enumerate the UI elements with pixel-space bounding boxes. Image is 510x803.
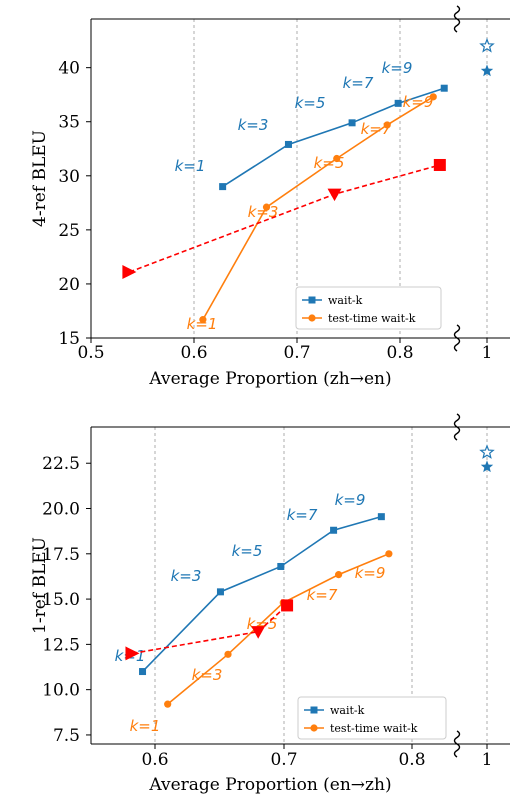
point-label-test-time-wait-k: k=1 [187, 315, 218, 333]
data-point-wait-k [219, 183, 227, 191]
x-axis-title: Average Proportion (zh→en) [148, 369, 391, 389]
y-tick-label: 40 [58, 59, 80, 79]
legend-label-test-time-wait-k: test-time wait-k [330, 722, 418, 735]
data-point-wait-k [348, 119, 356, 127]
axis-break-top [453, 413, 461, 441]
axis-break-bottom [453, 324, 461, 352]
y-tick-label: 10.0 [42, 681, 80, 701]
data-point-red-baseline [281, 599, 294, 612]
legend-marker-wait-k [308, 296, 316, 304]
data-point-wait-k [377, 513, 385, 521]
y-tick-label: 20.0 [42, 500, 80, 520]
star-open-full-sentence [479, 37, 495, 53]
star-filled-full-sentence [480, 460, 494, 473]
axis-break-top [453, 5, 461, 33]
y-tick-label: 17.5 [42, 545, 80, 565]
point-label-test-time-wait-k: k=9 [403, 93, 434, 111]
data-point-test-time-wait-k [262, 203, 271, 211]
point-label-test-time-wait-k: k=3 [192, 666, 223, 684]
point-label-wait-k: k=1 [175, 157, 206, 175]
y-tick-label: 30 [58, 167, 80, 187]
data-point-test-time-wait-k [199, 316, 207, 324]
legend-marker-test-time-wait-k [310, 724, 318, 732]
point-label-test-time-wait-k: k=7 [361, 120, 392, 138]
x-tick-label: 0.7 [283, 343, 310, 363]
data-point-test-time-wait-k [429, 93, 437, 101]
point-label-wait-k: k=5 [232, 542, 263, 560]
point-label-wait-k: k=3 [238, 116, 269, 134]
data-point-test-time-wait-k [335, 571, 343, 579]
point-label-wait-k: k=9 [335, 491, 366, 509]
legend-label-test-time-wait-k: test-time wait-k [328, 312, 416, 325]
data-point-wait-k [330, 526, 338, 534]
y-tick-label: 25 [58, 221, 80, 241]
data-point-red-baseline [433, 158, 446, 171]
y-tick-label: 12.5 [42, 635, 80, 655]
x-tick-label: 0.6 [141, 750, 168, 770]
data-point-test-time-wait-k [385, 550, 393, 558]
y-tick-label: 7.5 [53, 726, 80, 746]
y-axis-title: 4-ref BLEU [30, 130, 50, 227]
x-tick-label: 0.5 [77, 343, 104, 363]
data-point-wait-k [277, 562, 285, 570]
point-label-wait-k: k=7 [343, 74, 374, 92]
data-point-red-baseline [122, 265, 137, 280]
data-point-wait-k [284, 140, 292, 148]
point-label-wait-k: k=9 [382, 59, 413, 77]
point-label-test-time-wait-k: k=9 [355, 564, 386, 582]
data-point-test-time-wait-k [383, 121, 391, 129]
y-tick-label: 15 [58, 329, 80, 349]
legend-marker-test-time-wait-k [308, 314, 316, 322]
data-point-wait-k [216, 588, 224, 596]
chart-bottom-en-zh: 0.6 0.7 0.8 17.510.012.515.017.520.022.5Ave… [30, 413, 510, 795]
x-tick-label-full-sentence: 1 [482, 750, 493, 770]
x-tick-label: 0.7 [270, 750, 297, 770]
y-tick-label: 20 [58, 275, 80, 295]
data-point-wait-k [394, 99, 402, 107]
x-tick-label: 0.8 [386, 343, 413, 363]
data-point-red-baseline [327, 188, 342, 202]
star-open-full-sentence [479, 444, 495, 459]
data-point-red-baseline [251, 626, 266, 639]
data-point-wait-k [139, 668, 147, 676]
legend-label-wait-k: wait-k [330, 704, 365, 717]
axis-break-bottom [453, 730, 461, 758]
series-line-wait-k [141, 515, 382, 673]
y-tick-label: 22.5 [42, 454, 80, 474]
point-label-test-time-wait-k: k=1 [130, 717, 161, 735]
point-label-test-time-wait-k: k=7 [307, 586, 338, 604]
point-label-wait-k: k=5 [295, 94, 326, 112]
series-line-red-baseline [129, 164, 441, 273]
y-tick-label: 35 [58, 113, 80, 133]
data-point-wait-k [440, 84, 448, 92]
point-label-test-time-wait-k: k=5 [314, 154, 345, 172]
legend-box [295, 286, 442, 330]
legend-box [297, 696, 447, 740]
data-point-test-time-wait-k [224, 650, 232, 658]
data-point-test-time-wait-k [333, 154, 341, 163]
series-line-red-baseline [132, 604, 288, 655]
x-tick-label: 0.8 [398, 750, 425, 770]
point-label-wait-k: k=7 [287, 506, 318, 524]
star-filled-full-sentence [480, 64, 494, 77]
data-point-test-time-wait-k [164, 700, 172, 708]
y-tick-label: 15.0 [42, 590, 80, 610]
point-label-test-time-wait-k: k=3 [248, 203, 279, 221]
legend-label-wait-k: wait-k [328, 294, 363, 307]
chart-top-zh-en: 0.5 0.6 0.7 0.8 1 15 20 25 30 35 40 Average Proport… [30, 5, 510, 389]
legend-marker-wait-k [310, 706, 318, 714]
point-label-wait-k: k=3 [171, 567, 202, 585]
data-point-red-baseline [125, 646, 140, 661]
x-axis-title: Average Proportion (en→zh) [148, 775, 391, 795]
y-axis-title: 1-ref BLEU [30, 537, 50, 634]
x-tick-label-full-sentence: 1 [482, 343, 493, 363]
x-tick-label: 0.6 [180, 343, 207, 363]
